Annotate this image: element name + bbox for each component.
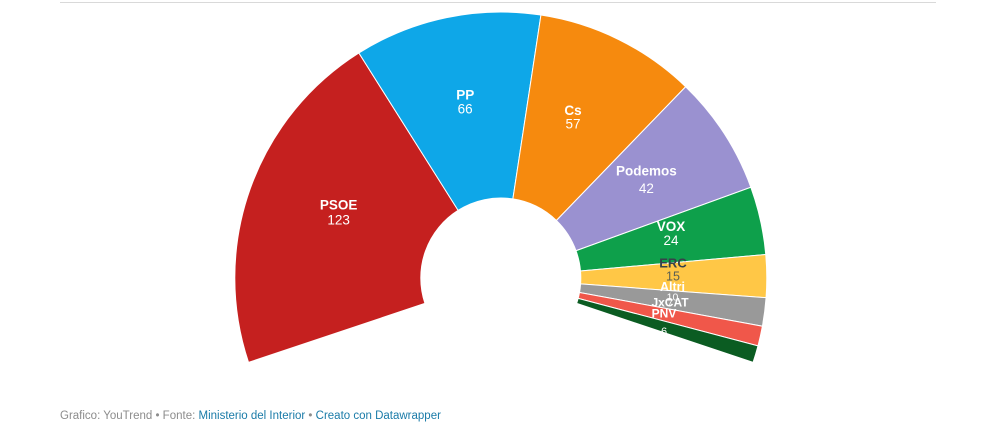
- svg-text:66: 66: [458, 102, 473, 117]
- svg-text:Podemos: Podemos: [616, 164, 677, 179]
- svg-text:PNV: PNV: [652, 306, 677, 320]
- svg-text:42: 42: [639, 181, 654, 196]
- svg-text:ERC: ERC: [659, 256, 687, 271]
- svg-text:24: 24: [663, 233, 679, 248]
- svg-text:6: 6: [661, 326, 667, 338]
- svg-text:VOX: VOX: [657, 219, 686, 234]
- svg-text:57: 57: [565, 117, 580, 132]
- svg-text:123: 123: [327, 213, 350, 228]
- svg-text:PSOE: PSOE: [320, 198, 358, 213]
- svg-text:PP: PP: [456, 88, 474, 103]
